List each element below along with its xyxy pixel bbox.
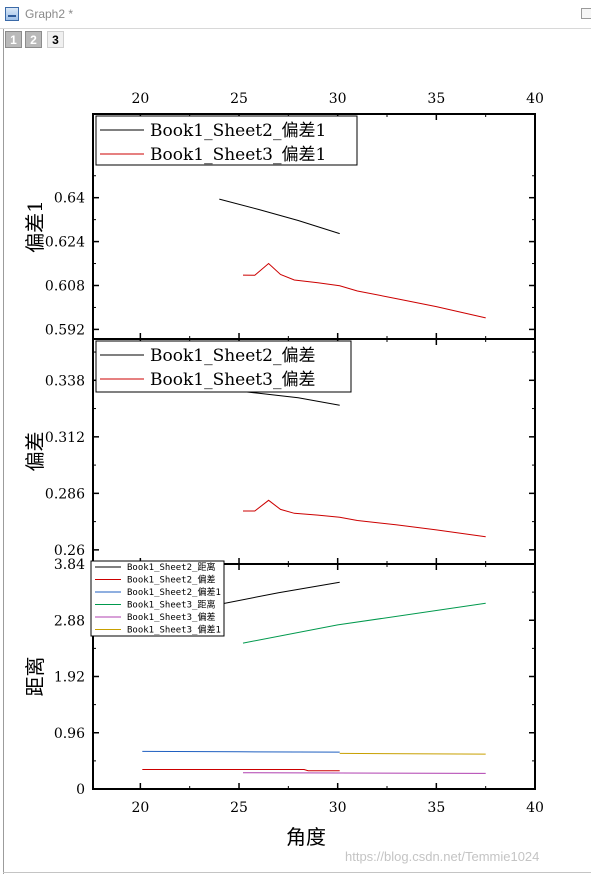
y-tick-label: 0.624: [45, 235, 85, 251]
y-tick-label: 0.26: [54, 543, 85, 559]
x-tick-label-top: 40: [526, 91, 544, 107]
y-tick-label: 3.84: [54, 557, 85, 573]
y-tick-label: 0.312: [45, 430, 85, 446]
layer-tab-3[interactable]: 3: [47, 31, 64, 48]
series-line-1: [219, 581, 340, 605]
series-line-2: [142, 769, 340, 772]
legend-entry-4: Book1_Sheet3_距离: [127, 599, 215, 611]
y-tick-label: 0.286: [45, 486, 85, 502]
window-frame-left: [3, 29, 4, 874]
x-tick-label: 30: [329, 800, 347, 816]
y-tick-label: 0.592: [45, 322, 85, 338]
x-tick-label: 35: [427, 800, 445, 816]
legend-entry-2: Book1_Sheet3_偏差1: [150, 145, 326, 165]
window-frame-bottom: [3, 872, 591, 873]
legend-entry-1: Book1_Sheet2_偏差: [150, 346, 315, 366]
y-tick-label: 2.88: [54, 613, 85, 629]
x-tick-label: 25: [230, 800, 248, 816]
series-line-6: [339, 752, 486, 755]
x-tick-label: 20: [131, 800, 149, 816]
y-tick-label: 0: [76, 782, 85, 798]
legend-entry-5: Book1_Sheet3_偏差: [127, 611, 215, 623]
series-line-2: [243, 499, 486, 538]
y-tick-label: 0.608: [45, 278, 85, 294]
series-line-4: [242, 602, 486, 644]
y-axis-title: 偏差: [23, 432, 47, 472]
legend-box: [95, 115, 358, 166]
x-tick-label-top: 20: [131, 91, 149, 107]
x-tick-label: 40: [526, 800, 544, 816]
legend-box: [95, 340, 352, 393]
window-title: Graph2 *: [25, 7, 74, 21]
series-line-1: [219, 198, 340, 235]
x-tick-label-top: 35: [427, 91, 445, 107]
legend-entry-1: Book1_Sheet2_偏差1: [150, 121, 326, 141]
layer-tab-2[interactable]: 2: [25, 31, 42, 48]
y-tick-label: 0.96: [54, 726, 85, 742]
minimize-icon[interactable]: [581, 8, 591, 19]
series-line-2: [242, 262, 486, 319]
layer-tab-1[interactable]: 1: [5, 31, 22, 48]
watermark-text: https://blog.csdn.net/Temmie1024: [345, 849, 540, 864]
legend-entry-2: Book1_Sheet3_偏差: [150, 370, 315, 390]
series-line-3: [142, 750, 340, 753]
window-titlebar: Graph2 *: [0, 0, 591, 29]
legend-entry-3: Book1_Sheet2_偏差1: [127, 586, 221, 598]
y-tick-label: 0.338: [45, 373, 85, 389]
legend-entry-1: Book1_Sheet2_距离: [127, 561, 215, 573]
y-tick-label: 0.64: [54, 191, 85, 207]
graph-window-icon: [5, 7, 19, 21]
y-axis-title: 偏差1: [23, 200, 47, 253]
legend-entry-6: Book1_Sheet3_偏差1: [127, 624, 221, 636]
series-line-5: [242, 772, 486, 774]
x-axis-title: 角度: [286, 825, 326, 849]
legend-box: [90, 560, 225, 637]
x-tick-label-top: 25: [230, 91, 248, 107]
legend-entry-2: Book1_Sheet2_偏差: [127, 574, 215, 586]
y-tick-label: 1.92: [54, 670, 85, 686]
y-axis-title: 距离: [23, 657, 47, 697]
x-tick-label-top: 30: [329, 91, 347, 107]
